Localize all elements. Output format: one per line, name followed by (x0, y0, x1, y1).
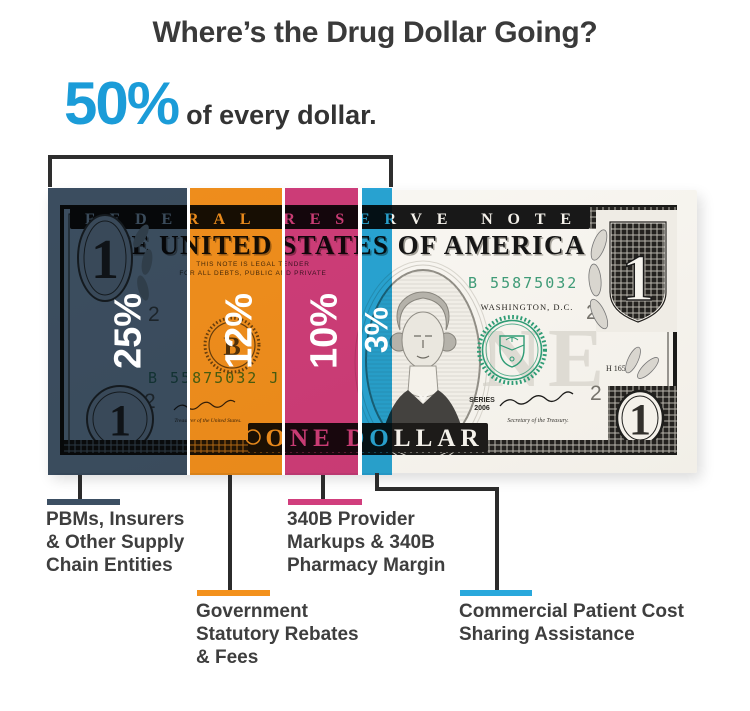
bar-label-3: 3% (358, 306, 395, 354)
callout-tick-pbms (47, 499, 120, 505)
callout-line-government (228, 475, 232, 592)
svg-text:1: 1 (629, 395, 651, 444)
secretary-title: Secretary of the Treasury. (507, 417, 569, 424)
callout-label-340b: 340B Provider Markups & 340B Pharmacy Ma… (287, 509, 446, 576)
bar-pbms-insurers (48, 188, 187, 475)
svg-text:2: 2 (590, 382, 602, 405)
callout-line-340b (321, 475, 325, 501)
fifty-percent-bracket (48, 155, 393, 187)
svg-text:1: 1 (622, 242, 655, 315)
bar-government-rebates (190, 188, 282, 475)
page-title: Where’s the Drug Dollar Going? (152, 16, 598, 49)
callout-line-pbms (78, 475, 82, 501)
subtitle-text: of every dollar. (186, 100, 377, 130)
subtitle-percent: 50% (64, 70, 180, 137)
bar-gutter (358, 188, 362, 475)
city-text: WASHINGTON, D.C. (481, 302, 574, 312)
callout-label-pbms: PBMs, Insurers & Other Supply Chain Enti… (46, 509, 185, 576)
bar-label-10: 10% (303, 292, 346, 370)
subtitle: 50% of every dollar. (64, 74, 377, 134)
bar-patient-cost-sharing (362, 188, 392, 475)
plate-number: H 165 (606, 364, 626, 373)
bar-gutter (187, 188, 190, 475)
bar-label-12: 12% (218, 292, 261, 370)
bar-gutter (282, 188, 285, 475)
treasury-seal (477, 315, 547, 385)
bar-label-25: 25% (107, 292, 150, 370)
svg-text:SERIES: SERIES (469, 397, 495, 404)
callout-label-government: Government Statutory Rebates & Fees (196, 601, 359, 668)
serial-number-top: B 55875032 J (468, 274, 600, 292)
svg-text:2006: 2006 (474, 405, 490, 412)
callout-tick-340b (288, 499, 362, 505)
bar-340b-markups (285, 188, 358, 475)
callout-line-commercial (375, 473, 379, 491)
callout-elbow-commercial (377, 487, 499, 591)
corner-one-top-right: 1 (588, 210, 677, 332)
callout-tick-commercial (460, 590, 532, 596)
series-block: SERIES 2006 (469, 397, 495, 412)
washington-portrait (354, 260, 492, 455)
callout-label-commercial: Commercial Patient Cost Sharing Assistan… (459, 601, 684, 645)
callout-tick-government (197, 590, 270, 596)
secretary-signature (499, 391, 574, 407)
